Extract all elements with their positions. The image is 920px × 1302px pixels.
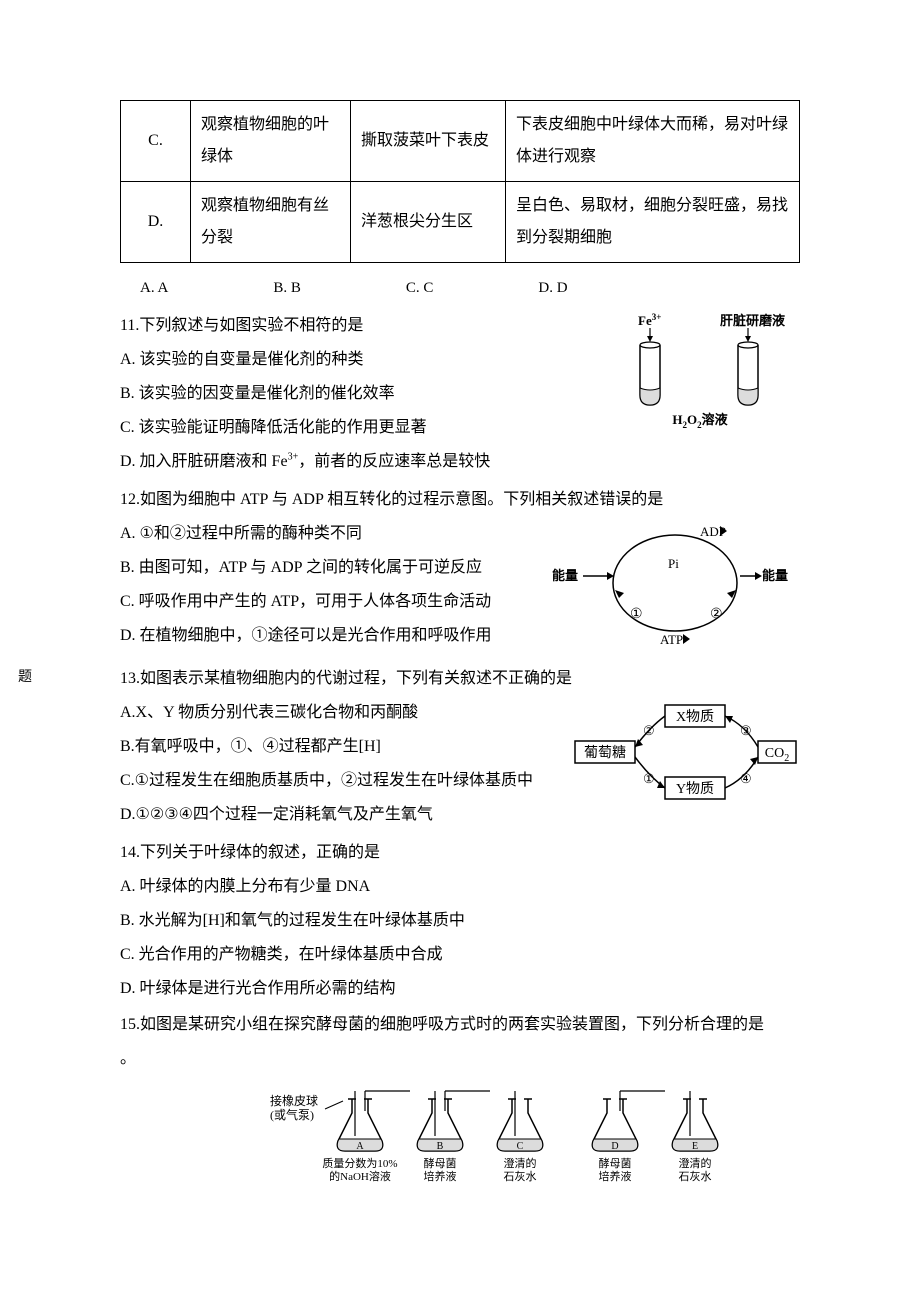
q13-opt-b: B.有氧呼吸中，①、④过程都产生[H] <box>120 731 560 763</box>
q14-opt-b: B. 水光解为[H]和氧气的过程发生在叶绿体基质中 <box>120 905 800 937</box>
svg-text:石灰水: 石灰水 <box>679 1169 712 1183</box>
q12-figure: ADP Pi ATP 能量 能量 ① ② <box>550 518 800 659</box>
side-marker: 题 <box>18 665 32 690</box>
cell-c-mat: 撕取菠菜叶下表皮 <box>351 101 506 182</box>
svg-text:Pi: Pi <box>668 556 679 571</box>
q11-figure: Fe3+ 肝脏研磨液 H2O2溶液 <box>600 310 800 441</box>
q13-figure: X物质 葡萄糖 CO2 Y物质 ② ③ ① ④ <box>570 697 800 818</box>
svg-text:A: A <box>356 1141 364 1152</box>
svg-text:④: ④ <box>740 771 752 786</box>
cell-d-exp: 观察植物细胞有丝分裂 <box>191 182 351 263</box>
svg-text:培养液: 培养液 <box>599 1169 632 1183</box>
q13-opt-c: C.①过程发生在细胞质基质中，②过程发生在叶绿体基质中 <box>120 765 560 797</box>
question-12: 12.如图为细胞中 ATP 与 ADP 相互转化的过程示意图。下列相关叙述错误的… <box>120 484 800 659</box>
svg-text:质量分数为10%: 质量分数为10% <box>322 1157 397 1170</box>
opt-c: C. C <box>406 275 434 302</box>
svg-text:酵母菌: 酵母菌 <box>424 1157 457 1170</box>
svg-text:③: ③ <box>740 723 752 738</box>
svg-text:Y物质: Y物质 <box>676 781 714 797</box>
q11-opt-a: A. 该实验的自变量是催化剂的种类 <box>120 344 590 376</box>
q12-stem: 12.如图为细胞中 ATP 与 ADP 相互转化的过程示意图。下列相关叙述错误的… <box>120 484 800 516</box>
q14-opt-c: C. 光合作用的产物糖类，在叶绿体基质中合成 <box>120 939 800 971</box>
opt-a: A. A <box>140 275 168 302</box>
svg-text:B: B <box>437 1141 444 1152</box>
svg-text:①: ① <box>643 771 655 786</box>
q13-opt-d: D.①②③④四个过程一定消耗氧气及产生氧气 <box>120 799 560 831</box>
svg-text:CO2: CO2 <box>765 746 789 764</box>
q15-period: 。 <box>120 1043 800 1075</box>
q15-figure: 接橡皮球 (或气泵) A B <box>210 1081 800 1202</box>
q14-stem: 14.下列关于叶绿体的叙述，正确的是 <box>120 837 800 869</box>
svg-text:Fe3+: Fe3+ <box>638 312 661 328</box>
svg-text:ATP: ATP <box>660 632 683 647</box>
experiment-table: C. 观察植物细胞的叶绿体 撕取菠菜叶下表皮 下表皮细胞中叶绿体大而稀，易对叶绿… <box>120 100 800 263</box>
cell-d-reason: 呈白色、易取材，细胞分裂旺盛，易找到分裂期细胞 <box>506 182 800 263</box>
q11-stem: 11.下列叙述与如图实验不相符的是 <box>120 310 590 342</box>
q11-opt-b: B. 该实验的因变量是催化剂的催化效率 <box>120 378 590 410</box>
svg-text:的NaOH溶液: 的NaOH溶液 <box>329 1169 391 1183</box>
opt-b: B. B <box>273 275 301 302</box>
svg-text:澄清的: 澄清的 <box>504 1156 537 1170</box>
q15-stem: 15.如图是某研究小组在探究酵母菌的细胞呼吸方式时的两套实验装置图，下列分析合理… <box>120 1009 800 1041</box>
svg-text:①: ① <box>630 607 643 622</box>
cell-d-mat: 洋葱根尖分生区 <box>351 182 506 263</box>
svg-text:C: C <box>517 1141 524 1152</box>
table-row: D. 观察植物细胞有丝分裂 洋葱根尖分生区 呈白色、易取材，细胞分裂旺盛，易找到… <box>121 182 800 263</box>
svg-text:能量: 能量 <box>762 568 788 583</box>
svg-text:肝脏研磨液: 肝脏研磨液 <box>720 313 785 328</box>
q13-stem: 13.如图表示某植物细胞内的代谢过程，下列有关叙述不正确的是 <box>120 663 800 695</box>
cell-c-exp: 观察植物细胞的叶绿体 <box>191 101 351 182</box>
svg-text:E: E <box>692 1141 698 1152</box>
q11-opt-d: D. 加入肝脏研磨液和 Fe3+，前者的反应速率总是较快 <box>120 446 590 478</box>
svg-text:酵母菌: 酵母菌 <box>599 1157 632 1170</box>
q12-opt-d: D. 在植物细胞中，①途径可以是光合作用和呼吸作用 <box>120 620 540 652</box>
cell-c-reason: 下表皮细胞中叶绿体大而稀，易对叶绿体进行观察 <box>506 101 800 182</box>
q13-opt-a: A.X、Y 物质分别代表三碳化合物和丙酮酸 <box>120 697 560 729</box>
svg-text:②: ② <box>710 607 723 622</box>
svg-text:H2O2溶液: H2O2溶液 <box>672 412 727 430</box>
q12-opt-c: C. 呼吸作用中产生的 ATP，可用于人体各项生命活动 <box>120 586 540 618</box>
question-14: 14.下列关于叶绿体的叙述，正确的是 A. 叶绿体的内膜上分布有少量 DNA B… <box>120 837 800 1005</box>
q14-opt-a: A. 叶绿体的内膜上分布有少量 DNA <box>120 871 800 903</box>
svg-text:培养液: 培养液 <box>424 1169 457 1183</box>
cell-c-label: C. <box>121 101 191 182</box>
question-13: 13.如图表示某植物细胞内的代谢过程，下列有关叙述不正确的是 A.X、Y 物质分… <box>120 663 800 833</box>
svg-text:葡萄糖: 葡萄糖 <box>584 745 626 761</box>
svg-text:X物质: X物质 <box>676 709 714 725</box>
svg-text:D: D <box>611 1141 618 1152</box>
svg-text:②: ② <box>643 723 655 738</box>
q14-opt-d: D. 叶绿体是进行光合作用所必需的结构 <box>120 973 800 1005</box>
question-15: 15.如图是某研究小组在探究酵母菌的细胞呼吸方式时的两套实验装置图，下列分析合理… <box>120 1009 800 1202</box>
svg-text:澄清的: 澄清的 <box>679 1156 712 1170</box>
opt-d: D. D <box>538 275 567 302</box>
answer-options-row: A. A B. B C. C D. D <box>140 275 800 302</box>
svg-text:(或气泵): (或气泵) <box>270 1107 314 1122</box>
question-11: 11.下列叙述与如图实验不相符的是 A. 该实验的自变量是催化剂的种类 B. 该… <box>120 310 800 480</box>
table-row: C. 观察植物细胞的叶绿体 撕取菠菜叶下表皮 下表皮细胞中叶绿体大而稀，易对叶绿… <box>121 101 800 182</box>
svg-text:石灰水: 石灰水 <box>504 1169 537 1183</box>
cell-d-label: D. <box>121 182 191 263</box>
svg-text:接橡皮球: 接橡皮球 <box>270 1093 318 1108</box>
q12-opt-a: A. ①和②过程中所需的酶种类不同 <box>120 518 540 550</box>
q12-opt-b: B. 由图可知，ATP 与 ADP 之间的转化属于可逆反应 <box>120 552 540 584</box>
svg-text:能量: 能量 <box>552 568 578 583</box>
q11-opt-c: C. 该实验能证明酶降低活化能的作用更显著 <box>120 412 590 444</box>
